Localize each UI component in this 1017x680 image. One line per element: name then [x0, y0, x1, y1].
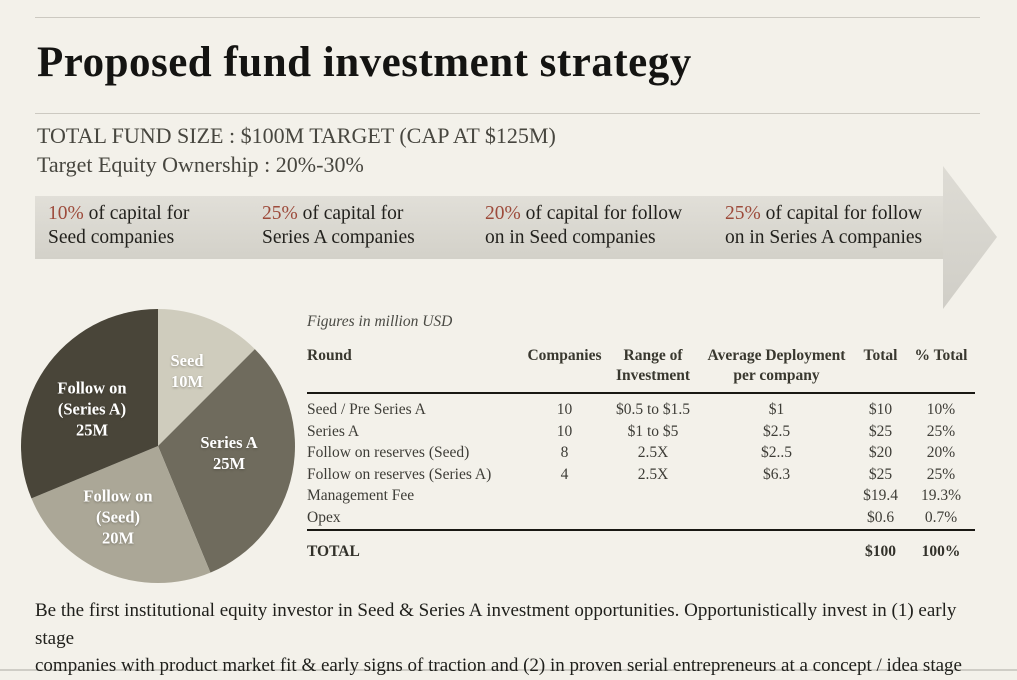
table-cell — [699, 506, 854, 531]
table-row: Series A 10 $1 to $5 $2.5 $25 25% — [307, 421, 975, 443]
pie-label-follow-on-series-a: Follow on (Series A) 25M — [57, 378, 127, 440]
table-cell — [522, 485, 607, 507]
table-header-row: Round Companies Range of Investment Aver… — [307, 346, 975, 394]
col-header-avg-deploy: Average Deployment per company — [699, 346, 854, 394]
total-amount: $100 — [865, 542, 896, 560]
pie-slice-seed — [158, 309, 255, 446]
arrow-shape — [35, 166, 997, 309]
pie-chart: Seed 10M Series A 25M Follow on (Seed) 2… — [21, 309, 295, 583]
banner-segment-seed: 10% of capital for Seed companies — [48, 202, 189, 250]
banner-segment-follow-series-a: 25% of capital for follow on in Series A… — [725, 202, 922, 250]
fund-size-line: TOTAL FUND SIZE : $100M TARGET (CAP AT $… — [37, 123, 556, 148]
table-cell: $20 — [868, 444, 893, 462]
segment-text: of capital for follow — [760, 203, 923, 224]
col-header-range: Range of Investment — [607, 346, 699, 394]
segment-text: of capital for follow — [520, 203, 683, 224]
banner-segment-line2: on in Seed companies — [485, 227, 656, 248]
col-header-total: Total — [854, 346, 907, 394]
top-divider — [35, 17, 980, 18]
pie-label-follow-on-seed: Follow on (Seed) 20M — [83, 486, 153, 548]
banner-segment-line2: on in Series A companies — [725, 227, 923, 248]
col-header-companies: Companies — [522, 346, 607, 394]
table-cell: $0.6 — [854, 506, 907, 531]
table-cell: Opex — [307, 506, 522, 531]
banner-segment-line2: Series A companies — [262, 227, 415, 248]
table-cell: $2.5 — [762, 422, 791, 440]
banner-segment-line1: 10% of capital for — [48, 202, 189, 226]
total-percent: 100% — [921, 542, 961, 560]
table-cell: 2.5X — [637, 465, 669, 483]
table-cell: 19.3% — [920, 487, 962, 505]
table-cell: 4 — [560, 465, 569, 483]
table-cell: $25 — [868, 465, 893, 483]
table-row: Follow on reserves (Series A) 4 2.5X $6.3 $2… — [307, 464, 975, 486]
pie-label-series-a: Series A 25M — [200, 433, 258, 473]
percent-value: 25% — [725, 203, 761, 224]
banner-segment-series-a: 25% of capital for Series A companies — [262, 202, 415, 250]
page-title: Proposed fund investment strategy — [37, 39, 692, 86]
table-cell: 25% — [926, 422, 956, 440]
arrow-band — [35, 196, 943, 259]
table-cell: Series A — [307, 422, 360, 440]
table-row: Management Fee $19.4 19.3% — [307, 485, 975, 507]
pie-slice-follow-on-seed — [31, 446, 211, 583]
table-cell — [607, 506, 699, 531]
banner-segment-line1: 20% of capital for follow — [485, 202, 682, 226]
table-cell: 8 — [560, 444, 569, 462]
col-header-round: Round — [307, 346, 522, 394]
table-cell — [607, 530, 699, 563]
table-cell — [699, 530, 854, 563]
deployment-table: Round Companies Range of Investment Aver… — [307, 346, 975, 562]
table-cell: $1 — [768, 401, 785, 418]
table-row: Follow on reserves (Seed) 8 2.5X $2..5 $20 20… — [307, 442, 975, 464]
strategy-summary-text: Be the first institutional equity invest… — [35, 600, 962, 676]
table-cell: 10 — [556, 422, 573, 440]
banner-segment-line1: 25% of capital for follow — [725, 202, 922, 226]
table-cell: $0.5 to $1.5 — [615, 401, 691, 418]
banner-segment-follow-seed: 20% of capital for follow on in Seed com… — [485, 202, 682, 250]
pie-slice-series-a — [158, 349, 295, 573]
table-cell — [522, 506, 607, 531]
table-cell: $6.3 — [762, 465, 791, 483]
segment-text: of capital for — [297, 203, 404, 224]
table-cell: 2.5X — [637, 444, 669, 462]
table-cell: $10 — [868, 401, 893, 418]
table-row: Seed / Pre Series A 10 $0.5 to $1.5 $1 $10 10… — [307, 393, 975, 421]
col-header-pct-total: % Total — [907, 346, 975, 394]
table-cell: $19.4 — [863, 487, 898, 505]
table-cell: 10 — [556, 401, 573, 418]
table-cell — [699, 485, 854, 507]
equity-ownership-line: Target Equity Ownership : 20%-30% — [37, 152, 364, 177]
banner-segment-line2: Seed companies — [48, 227, 175, 248]
title-divider — [35, 113, 980, 114]
table-cell: Follow on reserves (Series A) — [307, 465, 492, 483]
banner-segment-line1: 25% of capital for — [262, 202, 415, 226]
table-cell: 0.7% — [907, 506, 975, 531]
segment-text: of capital for — [83, 203, 190, 224]
table-cell: Seed / Pre Series A — [307, 401, 426, 418]
table-caption: Figures in million USD — [307, 313, 453, 330]
table-cell: 10% — [926, 401, 956, 418]
percent-value: 10% — [48, 203, 84, 224]
table-cell: $2..5 — [761, 444, 792, 462]
total-label: TOTAL — [307, 542, 360, 560]
percent-value: 25% — [262, 203, 298, 224]
table-cell: $25 — [868, 422, 893, 440]
table-cell — [522, 530, 607, 563]
pie-chart-svg — [21, 309, 295, 583]
table-cell: 25% — [926, 465, 956, 483]
table-cell: Follow on reserves (Seed) — [307, 444, 470, 462]
deployment-table-section: Figures in million USD Round Companies R… — [307, 313, 975, 562]
arrow-head — [943, 166, 997, 309]
table-cell: $1 to $5 — [627, 422, 679, 440]
table-total-row: TOTAL $100 100% — [307, 530, 975, 563]
table-row: Opex $0.6 0.7% — [307, 506, 975, 531]
pie-slice-follow-on-series-a — [21, 309, 158, 499]
table-cell: Management Fee — [307, 487, 415, 505]
table-cell: 20% — [926, 444, 956, 462]
table-cell — [607, 485, 699, 507]
pie-label-seed: Seed 10M — [170, 351, 204, 391]
percent-value: 20% — [485, 203, 521, 224]
